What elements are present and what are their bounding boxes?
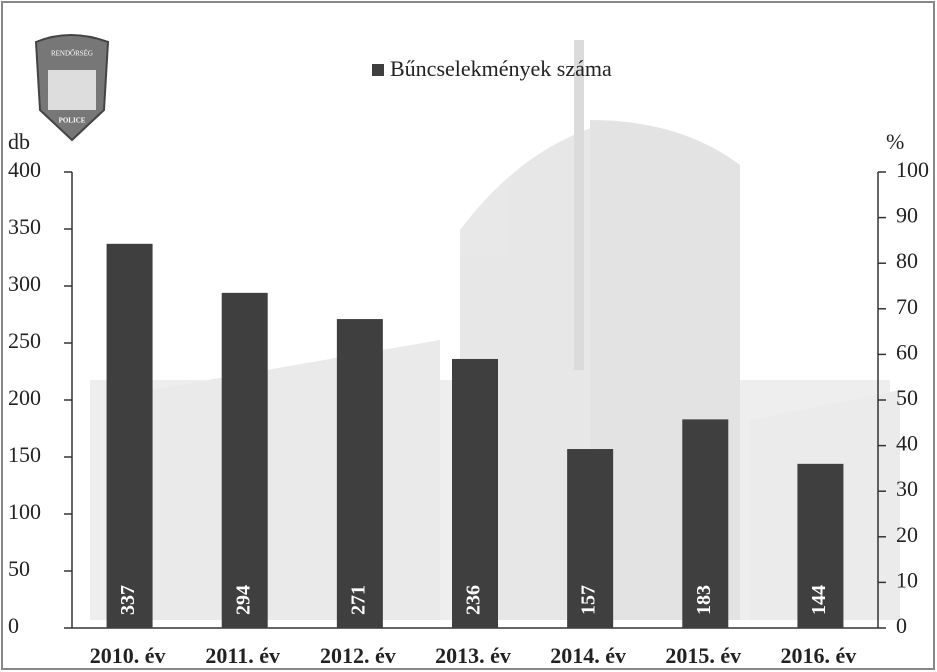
y2-tick-label: 90 <box>896 203 918 228</box>
bar <box>107 244 153 628</box>
bar <box>222 293 268 628</box>
x-tick-label: 2010. év <box>90 643 166 668</box>
y2-tick-label: 0 <box>896 613 907 638</box>
y2-tick-label: 30 <box>896 476 918 501</box>
y-tick-label: 300 <box>8 271 41 296</box>
y2-tick-label: 100 <box>896 157 929 182</box>
x-tick-label: 2016. év <box>781 643 857 668</box>
y2-axis-label: % <box>886 129 904 154</box>
value-label: 157 <box>578 585 600 615</box>
y-tick-label: 50 <box>8 556 30 581</box>
y2-tick-label: 10 <box>896 567 918 592</box>
x-tick-label: 2015. év <box>665 643 741 668</box>
x-tick-label: 2013. év <box>435 643 511 668</box>
y-axis-label: db <box>8 129 30 154</box>
y-tick-label: 100 <box>8 499 41 524</box>
bar <box>337 319 383 628</box>
value-label: 337 <box>117 585 139 615</box>
x-tick-label: 2011. év <box>205 643 280 668</box>
y-tick-label: 150 <box>8 442 41 467</box>
y-tick-label: 0 <box>8 613 19 638</box>
value-label: 294 <box>232 585 254 615</box>
y-tick-label: 200 <box>8 385 41 410</box>
x-tick-label: 2014. év <box>550 643 626 668</box>
value-label: 271 <box>347 585 369 615</box>
badge-text: RENDŐRSÉG <box>51 50 93 58</box>
value-label: 144 <box>808 585 830 615</box>
y2-tick-label: 80 <box>896 248 918 273</box>
y-tick-label: 250 <box>8 328 41 353</box>
y-tick-label: 400 <box>8 157 41 182</box>
chart: RENDŐRSÉG POLICE Bűncselekmények száma d… <box>0 0 937 672</box>
value-label: 236 <box>463 585 485 615</box>
legend-label: Bűncselekmények száma <box>390 56 612 81</box>
y2-tick-label: 50 <box>896 385 918 410</box>
y2-tick-label: 70 <box>896 294 918 319</box>
x-tick-label: 2012. év <box>320 643 396 668</box>
badge-text: POLICE <box>59 117 86 125</box>
y-tick-label: 350 <box>8 214 41 239</box>
legend-swatch <box>372 64 384 76</box>
y2-tick-label: 40 <box>896 431 918 456</box>
value-label: 183 <box>693 585 715 615</box>
y2-tick-label: 20 <box>896 522 918 547</box>
y2-tick-label: 60 <box>896 339 918 364</box>
